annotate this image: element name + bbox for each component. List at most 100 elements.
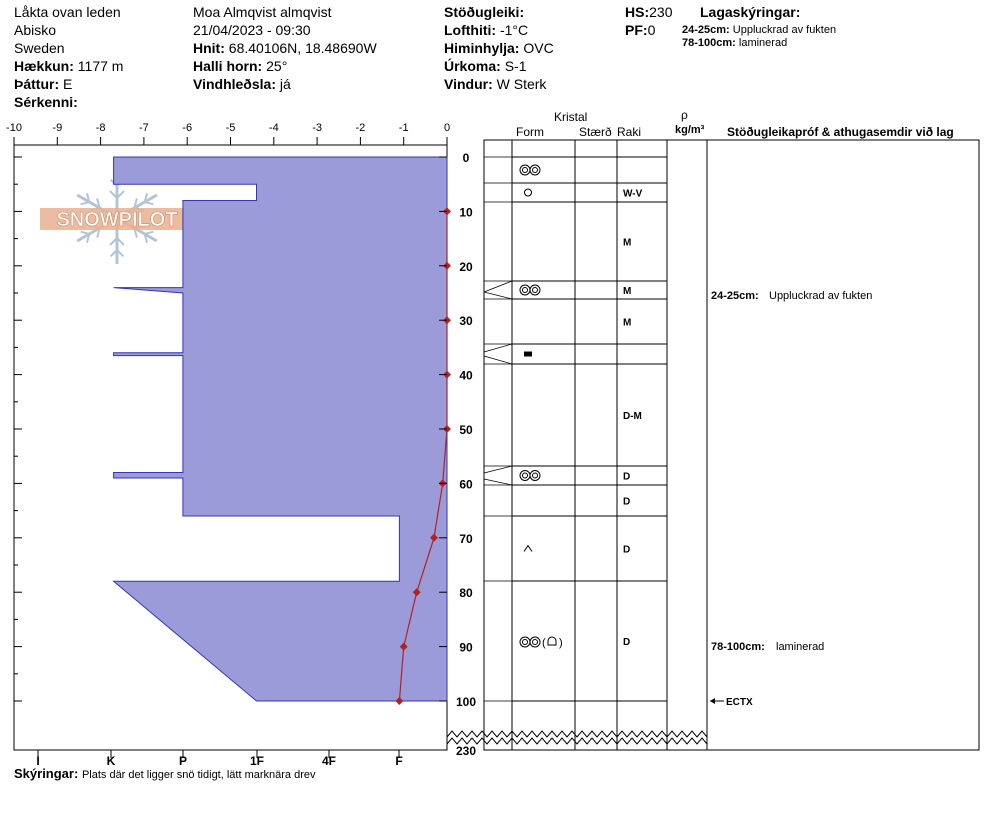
temp-tick-label: -2 (356, 122, 366, 134)
snowflake-branch (144, 230, 154, 235)
snowflake-branch (116, 237, 125, 246)
wetness-header: Raki (617, 125, 642, 139)
melt-form-ring-inner (522, 287, 528, 293)
slope-angle: Halli horn: 25° (193, 58, 287, 74)
depth-tick-label: 100 (456, 695, 476, 709)
melt-form-ring-inner (532, 639, 538, 645)
melt-form-ring-inner (532, 472, 538, 479)
rounded-grain-icon (524, 188, 532, 197)
form-header: Form (516, 125, 544, 139)
temperature-line (398, 211, 448, 702)
observer-name: Moa Almqvist almqvist (193, 4, 332, 20)
temperature-point (399, 642, 408, 651)
chart-frame (13, 139, 980, 751)
temp-tick-label: 0 (444, 122, 450, 134)
melt-form-ring (519, 470, 531, 481)
melt-form-ring (529, 470, 541, 481)
wetness-label: D (623, 637, 630, 648)
comment-text: laminerad (776, 641, 824, 653)
depth-hoar-icon (523, 544, 533, 552)
temp-tick-label: -4 (269, 122, 279, 134)
depth-break-line (446, 737, 708, 745)
size-header: Stærð (579, 125, 612, 139)
layer-note-range: 24-25cm: (682, 24, 730, 36)
pf-label: PF: (625, 22, 648, 38)
depth-tick-label: 0 (463, 151, 470, 165)
depth-tick-label: 10 (459, 205, 473, 219)
melt-form-ring-inner (532, 167, 538, 173)
slope-angle-value: 25° (266, 58, 288, 74)
depth-tick-label: 40 (459, 369, 473, 383)
sky-cover: Himinhylja: OVC (444, 40, 554, 56)
temp-tick-label: -6 (182, 122, 192, 134)
air-temp-label: Lofthiti: (444, 22, 497, 38)
snowflake-branch (143, 193, 149, 203)
comment-range: 78-100cm: (711, 641, 765, 653)
melt-form-ring (519, 284, 531, 296)
snowflake-branch (109, 190, 118, 199)
elevation-value: 1177 m (77, 58, 124, 74)
wetness-label: M (623, 318, 631, 329)
test-arrow-head (710, 698, 715, 704)
hardness-tick-label: F (395, 754, 402, 768)
logo-text: SNOWPILOT (56, 209, 177, 231)
wetness-label: D (623, 472, 630, 483)
precip-value: S-1 (504, 58, 527, 74)
aspect: Þáttur: E (14, 76, 72, 92)
wind-value: W Sterk (496, 76, 547, 92)
slope-angle-label: Halli horn: (193, 58, 263, 74)
right-table-frame (483, 139, 980, 751)
temp-tick-label: -9 (52, 122, 62, 134)
snowflake-branch (116, 190, 125, 199)
snowpilot-logo: SNOWPILOT (40, 172, 194, 264)
snow-height: HS:230 (625, 4, 672, 20)
melt-forms-icon (519, 470, 541, 481)
snowflake-branch (80, 201, 90, 206)
temperature-point (412, 588, 421, 597)
sky-value: OVC (523, 40, 554, 56)
paren-close: ) (559, 637, 563, 649)
comment-text: Uppluckrad av fukten (769, 290, 872, 302)
hardness-tick-label: K (107, 754, 116, 768)
density-symbol: ρ (681, 108, 688, 122)
temp-tick-label: -3 (312, 122, 322, 134)
snowflake-branch (116, 249, 125, 258)
coordinates-value: 68.40106N, 18.48690W (228, 40, 377, 56)
depth-tick-label: 50 (459, 423, 473, 437)
melt-forms-icon (519, 164, 541, 176)
wetness-label: D (623, 497, 630, 508)
melt-form-ring-inner (522, 167, 528, 173)
temperature-point (395, 697, 404, 705)
hardness-area (112, 156, 448, 702)
coordinates: Hnit: 68.40106N, 18.48690W (193, 40, 377, 56)
layer-connector (483, 291, 513, 300)
temp-tick-label: -8 (96, 122, 106, 134)
pf-value: 0 (647, 22, 656, 38)
depth-tick-label: 70 (459, 532, 473, 546)
melt-forms-icon (519, 284, 541, 296)
location-area: Abisko (14, 22, 57, 38)
temp-tick-label: -10 (6, 122, 22, 134)
aspect-value: E (63, 76, 73, 92)
snowflake-branch (80, 230, 90, 235)
layer-note: 24-25cm: Uppluckrad av fukten (682, 24, 836, 36)
hardness-tick-label: I (36, 754, 39, 768)
observation-datetime: 21/04/2023 - 09:30 (193, 22, 311, 38)
specifics-label: Sérkenni: (14, 94, 78, 110)
melt-form-ring-inner (522, 472, 528, 479)
temp-tick-label: -1 (399, 122, 409, 134)
wind-label: Vindur: (444, 76, 493, 92)
hs-label: HS: (625, 4, 650, 20)
sky-label: Himinhylja: (444, 40, 520, 56)
wind-loading-label: Vindhleðsla: (193, 76, 276, 92)
melt-form-ring (529, 284, 541, 296)
wind: Vindur: W Sterk (444, 76, 546, 92)
coordinates-label: Hnit: (193, 40, 225, 56)
layer-note-text: laminerad (738, 37, 788, 49)
snowflake-branch (143, 233, 149, 243)
hardness-tick-label: P (179, 754, 187, 768)
density-unit: kg/m³ (675, 124, 705, 136)
hardness-tick-label: 1F (250, 754, 264, 768)
snowflake-branch (85, 193, 91, 203)
wetness-label: M (623, 238, 631, 249)
